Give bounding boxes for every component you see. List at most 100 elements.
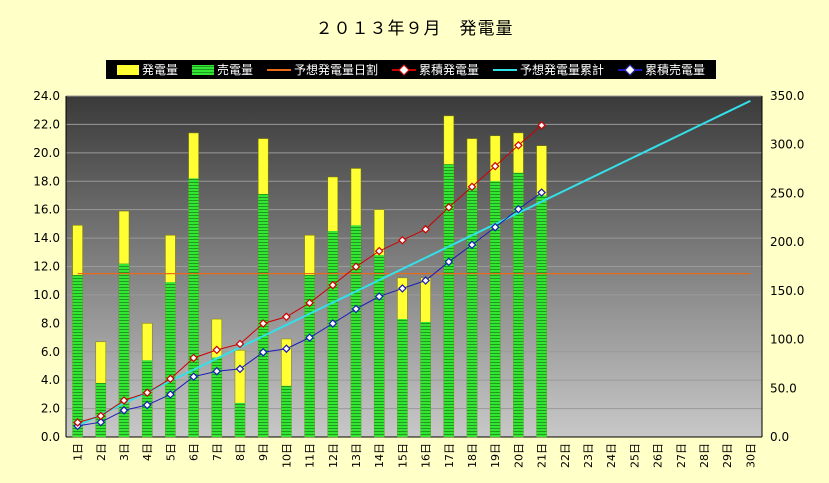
legend-label: 累積発電量 xyxy=(418,63,479,77)
marker-cumulative-sold xyxy=(421,276,430,285)
bar-sold xyxy=(304,275,315,437)
marker-cumulative-generation xyxy=(96,411,106,421)
y-left-tick-label: 18.0 xyxy=(33,174,60,188)
marker-cumulative-generation xyxy=(490,161,500,171)
marker-cumulative-generation xyxy=(142,388,152,398)
bar-sold xyxy=(513,172,524,437)
x-tick-label: 3日 xyxy=(118,443,131,461)
marker-cumulative-sold xyxy=(96,417,106,427)
y-left-tick-label: 14.0 xyxy=(33,231,60,245)
x-tick-label: 25日 xyxy=(628,443,641,468)
x-tick-label: 27日 xyxy=(675,443,688,468)
y-right-tick-label: 300.0 xyxy=(770,138,804,152)
marker-cumulative-sold xyxy=(142,400,152,410)
marker-cumulative-generation xyxy=(421,224,430,234)
marker-cumulative-sold xyxy=(235,364,245,374)
chart-title: ２０１３年９月 発電量 xyxy=(315,19,514,39)
x-tick-label: 21日 xyxy=(536,443,549,468)
marker-cumulative-generation xyxy=(119,396,129,405)
legend-label: 予想発電量日割 xyxy=(293,63,378,77)
marker-cumulative-generation xyxy=(189,353,198,363)
bar-sold xyxy=(235,402,245,437)
bar-sold xyxy=(351,225,361,437)
y-left-tick-label: 10.0 xyxy=(33,288,60,302)
x-tick-label: 29日 xyxy=(721,443,734,468)
legend-item: 予想発電量日割 xyxy=(266,61,378,78)
bar-sold xyxy=(467,188,477,437)
bar-sold xyxy=(374,255,385,437)
x-tick-label: 20日 xyxy=(512,443,525,468)
x-tick-label: 18日 xyxy=(466,443,479,468)
bar-sold xyxy=(188,178,199,438)
marker-cumulative-sold xyxy=(467,240,477,250)
bar-sold xyxy=(536,195,547,437)
x-tick-label: 8日 xyxy=(234,443,247,461)
marker-cumulative-generation xyxy=(212,345,222,355)
marker-cumulative-sold xyxy=(514,204,523,214)
x-tick-label: 11日 xyxy=(304,443,317,468)
x-tick-label: 28日 xyxy=(698,443,711,468)
x-tick-label: 22日 xyxy=(559,443,572,468)
legend-label: 発電量 xyxy=(141,63,178,77)
legend-item: 予想発電量累計 xyxy=(492,61,604,78)
x-tick-label: 7日 xyxy=(211,443,224,461)
legend-swatch xyxy=(492,68,517,71)
x-tick-label: 30日 xyxy=(744,443,757,468)
legend-label: 売電量 xyxy=(216,63,253,77)
marker-cumulative-sold xyxy=(212,366,222,376)
marker-cumulative-generation xyxy=(166,374,175,384)
legend-swatch xyxy=(266,68,291,71)
x-tick-label: 1日 xyxy=(72,443,85,461)
y-left-tick-label: 22.0 xyxy=(33,117,60,131)
x-tick-label: 9日 xyxy=(257,443,270,461)
bar-sold xyxy=(327,230,338,437)
bar-sold xyxy=(420,321,431,437)
y-right-tick-label: 350.0 xyxy=(770,89,804,103)
y-right-tick-label: 100.0 xyxy=(770,333,804,347)
bar-sold xyxy=(95,383,106,437)
marker-cumulative-generation xyxy=(305,298,314,308)
marker-cumulative-sold xyxy=(351,304,361,314)
x-tick-label: 16日 xyxy=(420,443,433,468)
legend-swatch xyxy=(391,63,416,76)
marker-cumulative-sold xyxy=(189,372,198,382)
y-left-tick-label: 0.0 xyxy=(41,430,60,444)
bar-sold xyxy=(142,360,153,437)
marker-cumulative-sold xyxy=(282,344,291,354)
marker-cumulative-generation xyxy=(467,182,477,192)
marker-cumulative-generation xyxy=(351,262,361,272)
legend-swatch xyxy=(116,64,139,75)
bar-sold xyxy=(490,181,501,437)
marker-cumulative-sold xyxy=(305,333,314,342)
y-right-tick-label: 50.0 xyxy=(770,381,797,395)
marker-cumulative-generation xyxy=(235,339,245,349)
x-tick-label: 10日 xyxy=(280,443,293,468)
y-left-tick-label: 12.0 xyxy=(33,260,60,274)
marker-cumulative-generation xyxy=(444,202,454,212)
legend-item: 売電量 xyxy=(191,61,253,78)
marker-cumulative-generation xyxy=(73,418,82,427)
bar-sold xyxy=(165,282,176,437)
bar-sold xyxy=(211,357,222,437)
legend-item: 累積発電量 xyxy=(391,61,479,78)
x-tick-label: 4日 xyxy=(141,443,154,461)
marker-cumulative-generation xyxy=(282,312,291,322)
y-left-tick-label: 16.0 xyxy=(33,203,60,217)
y-right-tick-label: 250.0 xyxy=(770,186,804,200)
x-tick-label: 17日 xyxy=(443,443,456,468)
marker-cumulative-sold xyxy=(258,347,268,357)
legend-label: 累積売電量 xyxy=(644,63,705,77)
x-tick-label: 13日 xyxy=(350,443,363,468)
marker-cumulative-sold xyxy=(537,188,546,197)
y-left-tick-label: 4.0 xyxy=(41,373,60,387)
marker-cumulative-sold xyxy=(374,292,384,301)
marker-cumulative-generation xyxy=(328,280,338,290)
y-right-tick-label: 150.0 xyxy=(770,284,804,298)
x-tick-label: 19日 xyxy=(489,443,502,468)
x-tick-label: 24日 xyxy=(605,443,618,468)
legend-swatch xyxy=(617,63,642,76)
bar-sold xyxy=(119,263,129,437)
bar-sold xyxy=(72,275,83,437)
